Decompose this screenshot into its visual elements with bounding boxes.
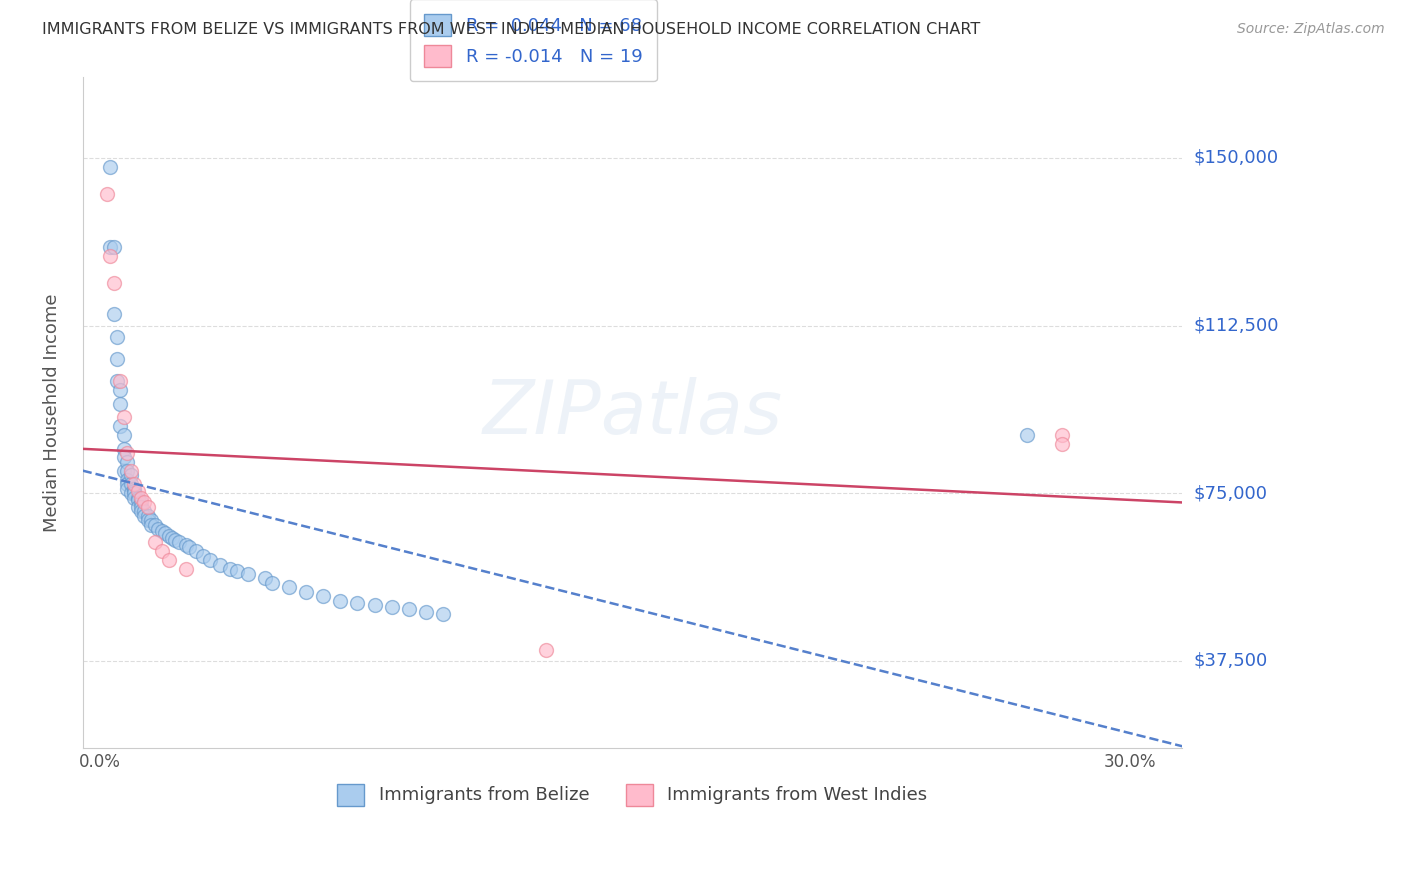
Point (346, 596, 368, 610)
Point (127, 483, 149, 498)
Point (96, 186, 118, 201)
Point (105, 375, 128, 389)
Point (112, 410, 135, 425)
Point (253, 571, 276, 585)
Point (179, 540, 201, 554)
Point (134, 504, 156, 518)
Point (117, 473, 139, 487)
Point (117, 482, 139, 496)
Legend: Immigrants from Belize, Immigrants from West Indies: Immigrants from Belize, Immigrants from … (330, 776, 935, 813)
Point (1017, 428, 1039, 442)
Point (174, 562, 197, 576)
Point (112, 442, 135, 456)
Point (209, 558, 232, 572)
Point (381, 600, 404, 615)
Point (165, 533, 187, 548)
Point (103, 307, 125, 321)
Point (98, 160, 121, 174)
Point (141, 517, 163, 532)
Point (122, 486, 145, 500)
Point (110, 384, 132, 398)
Point (432, 607, 454, 621)
Point (120, 464, 142, 478)
Point (98, 249, 121, 263)
Point (134, 508, 156, 523)
Point (103, 276, 125, 290)
Point (219, 562, 242, 576)
Text: ZIPatlas: ZIPatlas (482, 376, 782, 449)
Point (129, 495, 152, 509)
Point (160, 531, 183, 545)
Point (198, 553, 221, 567)
Point (277, 580, 299, 594)
Point (122, 477, 145, 491)
Point (150, 544, 173, 558)
Point (129, 504, 152, 518)
Point (174, 538, 197, 552)
Point (129, 491, 152, 505)
Point (157, 529, 180, 543)
Point (110, 419, 132, 434)
Point (103, 240, 125, 254)
Point (226, 565, 249, 579)
Point (136, 500, 159, 514)
Point (398, 602, 420, 616)
Point (122, 482, 145, 496)
Point (312, 589, 335, 603)
Point (136, 513, 159, 527)
Point (148, 522, 170, 536)
Point (112, 464, 135, 478)
Point (127, 500, 149, 514)
Point (127, 492, 149, 507)
Point (150, 524, 173, 539)
Point (127, 491, 149, 505)
Point (120, 477, 142, 491)
Point (134, 495, 156, 509)
Point (112, 428, 135, 442)
Point (260, 575, 283, 590)
Point (105, 352, 128, 367)
Point (191, 549, 214, 563)
Point (105, 330, 128, 344)
Y-axis label: Median Household Income: Median Household Income (44, 293, 60, 532)
Text: $112,500: $112,500 (1194, 317, 1278, 334)
Text: $37,500: $37,500 (1194, 652, 1267, 670)
Point (122, 491, 145, 505)
Point (167, 535, 190, 549)
Point (117, 477, 139, 491)
Point (143, 535, 166, 549)
Point (122, 483, 145, 498)
Text: $75,000: $75,000 (1194, 484, 1267, 502)
Point (1050, 428, 1073, 442)
Point (329, 593, 352, 607)
Point (1050, 437, 1073, 451)
Point (295, 584, 318, 599)
Text: $150,000: $150,000 (1194, 149, 1278, 167)
Text: Source: ZipAtlas.com: Source: ZipAtlas.com (1237, 22, 1385, 37)
Point (117, 446, 139, 460)
Point (98, 240, 121, 254)
Point (110, 375, 132, 389)
Point (117, 455, 139, 469)
Point (236, 566, 259, 581)
Point (415, 605, 437, 619)
Point (157, 553, 180, 567)
Point (117, 464, 139, 478)
Point (112, 450, 135, 465)
Point (120, 486, 142, 500)
Point (536, 642, 558, 657)
Point (120, 468, 142, 483)
Point (129, 500, 152, 514)
Point (141, 513, 163, 527)
Point (143, 517, 166, 532)
Text: IMMIGRANTS FROM BELIZE VS IMMIGRANTS FROM WEST INDIES MEDIAN HOUSEHOLD INCOME CO: IMMIGRANTS FROM BELIZE VS IMMIGRANTS FRO… (42, 22, 980, 37)
Point (153, 526, 176, 541)
Point (184, 544, 207, 558)
Point (110, 397, 132, 411)
Point (363, 598, 385, 612)
Point (136, 508, 159, 523)
